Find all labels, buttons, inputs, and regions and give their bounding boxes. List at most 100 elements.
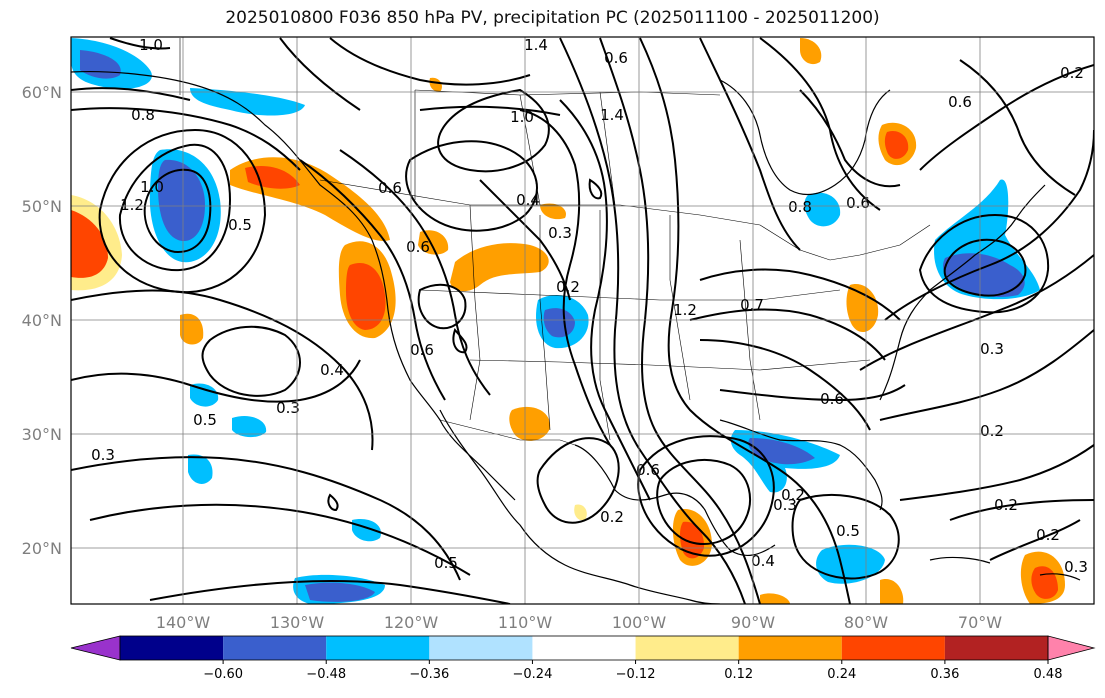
colorbar-tick-label: −0.12 bbox=[616, 667, 656, 682]
pv-contour-caribbean-2 bbox=[989, 519, 1081, 561]
lat-label-20: 20°N bbox=[22, 539, 62, 558]
pv-contour-ne-1 bbox=[884, 129, 1094, 321]
pv-label-0-5-mexico-pacific: 0.5 bbox=[434, 554, 458, 572]
colorbar-tick-label: −0.36 bbox=[409, 667, 449, 682]
pv-label-0-6-bc: 0.6 bbox=[378, 179, 402, 197]
pv-contour-midwest-1 bbox=[699, 268, 901, 321]
pv-label-0-8-lakes: 0.8 bbox=[788, 198, 812, 216]
colorbar-tick-label: 0.36 bbox=[930, 667, 959, 682]
pv-contour-closed-nw bbox=[437, 88, 550, 173]
lon-label-70: 70°W bbox=[958, 613, 1002, 632]
coastline-atlantic bbox=[879, 184, 1046, 401]
colorbar-tick-label: −0.60 bbox=[203, 667, 243, 682]
pv-label-0-7-ohio: 0.7 bbox=[740, 296, 764, 314]
precip-negative-pacific-small-3 bbox=[188, 454, 213, 484]
pv-contour-ne-2 bbox=[859, 254, 1094, 371]
precip-positive-pacific-small bbox=[180, 313, 204, 345]
colorbar-tick-label: 0.24 bbox=[827, 667, 856, 682]
pv-contour-gulf-alaska-1 bbox=[71, 107, 301, 171]
colorbar-segment bbox=[326, 636, 430, 660]
pv-contour-north-3 bbox=[419, 105, 561, 116]
precip-positive-southern-mexico-core bbox=[680, 521, 705, 559]
pv-label-0-5-pacific-sub: 0.5 bbox=[193, 411, 217, 429]
coastline-pacific-na bbox=[71, 70, 516, 501]
precip-positive-quebec-core bbox=[884, 130, 909, 159]
pv-label-0-2-puerto-rico: 0.2 bbox=[1036, 526, 1060, 544]
pv-label-0-5-pacific: 0.5 bbox=[228, 216, 252, 234]
plot-title: 2025010800 F036 850 hPa PV, precipitatio… bbox=[225, 8, 880, 28]
pv-label-0-2-mexico: 0.2 bbox=[600, 508, 624, 526]
pv-contour-small-closed-3 bbox=[327, 493, 339, 512]
pv-label-0-6-baja: 0.6 bbox=[410, 341, 434, 359]
colorbar-tick-label: 0.48 bbox=[1034, 667, 1063, 682]
pv-label-0-5-caribbean: 0.5 bbox=[836, 522, 860, 540]
precip-negative-ontario bbox=[804, 192, 841, 227]
pv-label-0-2-atlantic: 0.2 bbox=[980, 422, 1004, 440]
coastlines bbox=[71, 70, 1081, 604]
pv-contour-trough-2 bbox=[599, 37, 761, 604]
pv-contour-mexico-closed-3 bbox=[536, 437, 620, 524]
colorbar-segment bbox=[841, 636, 945, 660]
border-provinces-1 bbox=[599, 91, 616, 206]
pv-contour-trough-1 bbox=[559, 37, 746, 604]
pv-label-0-8-gulf-alaska: 0.8 bbox=[131, 106, 155, 124]
pv-contour-atlantic-1 bbox=[879, 329, 1094, 421]
lon-label-80: 80°W bbox=[844, 613, 888, 632]
pv-contour-north-2 bbox=[279, 37, 361, 111]
pv-label-1-2-pacific: 1.2 bbox=[120, 196, 144, 214]
colorbar-extend-low bbox=[70, 635, 121, 661]
precip-positive-wyoming bbox=[450, 243, 549, 292]
pv-label-0-3-antilles: 0.3 bbox=[1064, 558, 1088, 576]
pv-contour-hudson-3 bbox=[799, 89, 901, 188]
colorbar-segment bbox=[738, 636, 842, 660]
pv-label-0-3-pacific-sub: 0.3 bbox=[276, 399, 300, 417]
pv-label-0-3-hawaii-side: 0.3 bbox=[91, 446, 115, 464]
pv-label-1-0-nw: 1.0 bbox=[139, 36, 163, 54]
lat-label-40: 40°N bbox=[22, 311, 62, 330]
pv-label-0-6-mexico: 0.6 bbox=[636, 461, 660, 479]
pv-contour-sub-2 bbox=[71, 359, 361, 403]
precip-positive-mexico-small bbox=[574, 504, 587, 521]
pv-contour-hudson-1 bbox=[699, 37, 801, 251]
pv-label-0-6-oregon: 0.6 bbox=[406, 238, 430, 256]
pv-contour-mexico-closed-1 bbox=[637, 435, 775, 557]
pv-contour-west-1 bbox=[299, 159, 446, 401]
pv-label-0-6-southeast: 0.6 bbox=[820, 390, 844, 408]
pv-contour-labrador-2 bbox=[959, 59, 1076, 196]
coastline-cuba bbox=[929, 556, 991, 564]
pv-contour-pacific-closed-3 bbox=[98, 128, 267, 294]
precip-positive-central-america bbox=[760, 593, 790, 604]
pv-contour-small-closed-2 bbox=[452, 328, 468, 354]
coastline-gulf-mexico-west bbox=[574, 444, 776, 557]
lon-label-130: 130°W bbox=[270, 613, 325, 632]
pv-label-1-0-pacific: 1.0 bbox=[140, 178, 164, 196]
pv-contour-gulf-1 bbox=[699, 339, 871, 431]
coastline-mexico-pacific bbox=[439, 409, 721, 604]
pv-label-1-4-central: 1.4 bbox=[600, 106, 624, 124]
colorbar-extend-high bbox=[1047, 635, 1096, 661]
pv-contour-small-closed-1 bbox=[588, 178, 603, 200]
lon-label-100: 100°W bbox=[612, 613, 667, 632]
pv-contour-alaska-top bbox=[109, 37, 171, 50]
border-states-4 bbox=[669, 215, 691, 401]
pv-contour-north-1 bbox=[329, 37, 531, 86]
lon-label-110: 110°W bbox=[498, 613, 553, 632]
pv-contour-pacific-closed-2 bbox=[143, 168, 212, 254]
pv-contour-caribbean-closed bbox=[791, 494, 900, 580]
lat-label-60: 60°N bbox=[22, 83, 62, 102]
precip-negative-gulf-alaska bbox=[190, 88, 305, 116]
precip-positive-hudson-bay bbox=[800, 38, 822, 65]
precip-positive-idaho bbox=[418, 230, 449, 255]
border-states-7 bbox=[469, 359, 871, 371]
precip-positive-mexico bbox=[509, 406, 551, 441]
pv-label-1-2-midwest: 1.2 bbox=[673, 301, 697, 319]
pv-contour-trough-5 bbox=[519, 109, 611, 446]
pv-label-0-6-labrador: 0.6 bbox=[948, 93, 972, 111]
latitude-labels: 60°N 50°N 40°N 30°N 20°N bbox=[22, 83, 62, 558]
pv-contour-sub-1 bbox=[71, 289, 374, 451]
colorbar-segment bbox=[223, 636, 327, 660]
pv-contours bbox=[71, 37, 1094, 604]
pv-label-0-2-gulf-mexico: 0.2 bbox=[781, 486, 805, 504]
pv-contour-trough-3 bbox=[639, 37, 851, 604]
precip-positive-antilles-core bbox=[1031, 566, 1058, 599]
